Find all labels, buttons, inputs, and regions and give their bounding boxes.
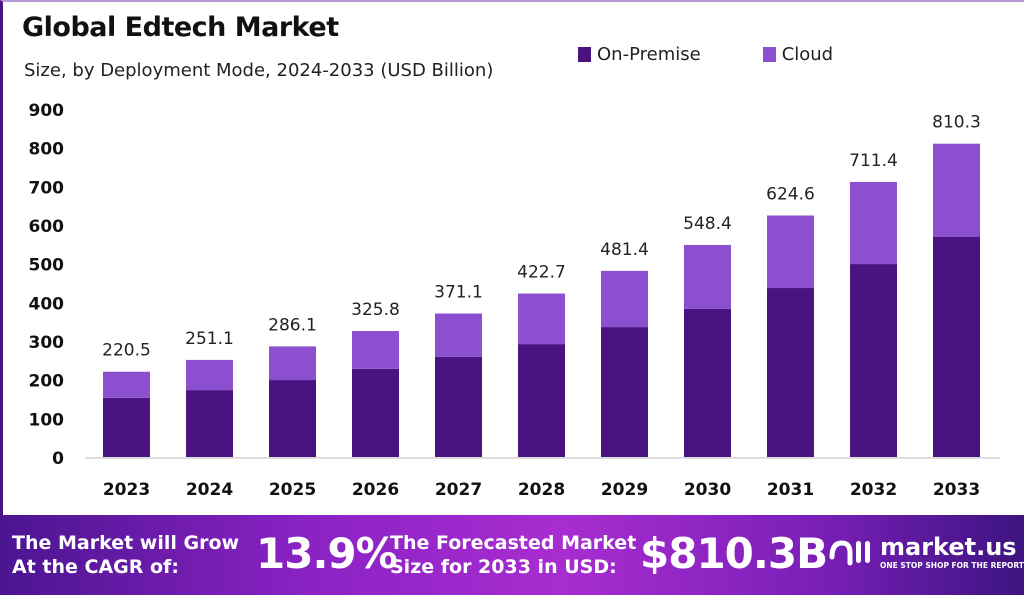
cagr-label-line: At the CAGR of:: [12, 556, 179, 578]
forecast-value: $810.3B: [640, 529, 828, 578]
data-label: 624.6: [766, 184, 815, 204]
bar-cloud-2032: [850, 181, 897, 265]
bar-on-premise-2027: [435, 356, 482, 457]
data-label: 548.4: [683, 214, 732, 234]
x-tick-label: 2026: [352, 480, 399, 500]
cagr-value: 13.9%: [256, 529, 398, 578]
data-label: 371.1: [434, 283, 483, 303]
market-us-logo-icon: [829, 540, 870, 566]
bar-on-premise-2023: [103, 397, 150, 457]
y-tick-label: 700: [29, 178, 65, 198]
y-tick-label: 500: [29, 256, 65, 276]
bar-cloud-2031: [767, 215, 814, 289]
data-label: 711.4: [849, 151, 898, 171]
bar-on-premise-2031: [767, 288, 814, 457]
bar-on-premise-2024: [186, 390, 233, 457]
x-tick-label: 2030: [684, 480, 731, 500]
x-tick-label: 2033: [933, 480, 980, 500]
forecast-label-line: Size for 2033 in USD:: [390, 556, 617, 578]
x-tick-label: 2023: [103, 480, 150, 500]
x-tick-label: 2025: [269, 480, 316, 500]
data-label: 810.3: [932, 113, 981, 133]
x-tick-label: 2028: [518, 480, 565, 500]
bar-cloud-2033: [933, 143, 980, 237]
data-label: 286.1: [268, 315, 317, 335]
bar-on-premise-2029: [601, 327, 648, 457]
legend: On-Premise Cloud: [578, 44, 833, 65]
brand-tagline: ONE STOP SHOP FOR THE REPORTS: [880, 561, 1024, 570]
legend-swatch-cloud: [762, 47, 776, 62]
bar-on-premise-2026: [352, 368, 399, 457]
forecast-label-line: The Forecasted Market: [390, 532, 637, 554]
bar-cloud-2027: [435, 313, 482, 357]
y-tick-label: 600: [29, 217, 65, 237]
data-label: 325.8: [351, 300, 400, 320]
x-tick-label: 2029: [601, 480, 648, 500]
bar-cloud-2026: [352, 331, 399, 369]
data-label: 422.7: [517, 263, 566, 283]
cagr-label-line: The Market will Grow: [12, 532, 240, 554]
forecast-label: The Forecasted Market Size for 2033 in U…: [390, 531, 636, 579]
legend-label: Cloud: [781, 44, 834, 65]
bar-chart: 0 100 200 300 400 500 600 700 800 900 220.5 2023 251…: [29, 101, 1000, 500]
bar-cloud-2029: [601, 270, 648, 328]
bar-on-premise-2028: [518, 344, 565, 457]
y-tick-label: 200: [29, 372, 65, 392]
bar-cloud-2028: [518, 293, 565, 345]
data-label: 220.5: [102, 341, 151, 361]
chart-frame: [0, 0, 1024, 515]
legend-swatch-on-premise: [578, 47, 591, 62]
bar-cloud-2025: [269, 346, 316, 381]
legend-item-on-premise: On-Premise: [578, 44, 701, 65]
bar-cloud-2023: [103, 371, 150, 398]
x-tick-label: 2024: [186, 480, 233, 500]
bar-cloud-2030: [684, 244, 731, 309]
x-tick-label: 2027: [435, 480, 482, 500]
footer-banner: The Market will Grow At the CAGR of: 13.…: [0, 515, 1024, 595]
legend-label: On-Premise: [597, 44, 701, 65]
bar-on-premise-2032: [850, 264, 897, 457]
brand-name: market.us: [880, 533, 1017, 561]
cagr-label: The Market will Grow At the CAGR of:: [12, 531, 239, 579]
x-tick-label: 2031: [767, 480, 814, 500]
chart-title: Global Edtech Market: [22, 12, 339, 43]
chart-subtitle: Size, by Deployment Mode, 2024-2033 (USD…: [24, 60, 494, 81]
bar-on-premise-2030: [684, 308, 731, 457]
bar-on-premise-2033: [933, 236, 980, 457]
y-tick-label: 0: [52, 449, 64, 469]
x-tick-label: 2032: [850, 480, 897, 500]
y-tick-label: 800: [29, 140, 65, 160]
y-tick-label: 900: [29, 101, 65, 121]
brand-logo: market.us ONE STOP SHOP FOR THE REPORTS: [828, 533, 1024, 571]
y-tick-label: 400: [29, 294, 65, 314]
bar-on-premise-2025: [269, 380, 316, 457]
y-tick-label: 300: [29, 333, 65, 353]
legend-item-cloud: Cloud: [762, 44, 834, 65]
data-label: 481.4: [600, 240, 649, 260]
data-label: 251.1: [185, 329, 234, 349]
y-tick-label: 100: [29, 410, 65, 430]
bar-cloud-2024: [186, 359, 233, 391]
